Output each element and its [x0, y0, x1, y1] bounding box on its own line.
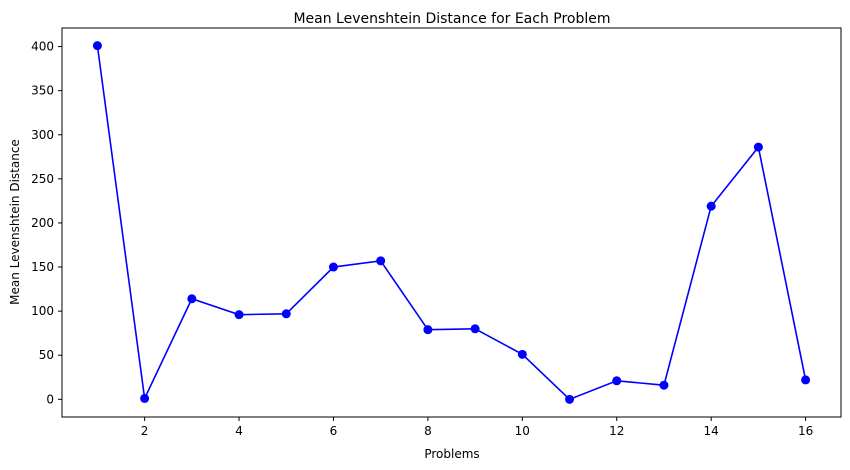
- data-point: [281, 309, 291, 319]
- data-point: [234, 310, 244, 320]
- y-axis: 0 50 100 150 200 250 300 350 400: [31, 40, 62, 406]
- data-point: [423, 325, 433, 335]
- x-axis-label: Problems: [424, 447, 479, 461]
- data-point: [565, 394, 575, 404]
- x-tick-label: 4: [235, 424, 243, 438]
- y-tick-label: 100: [31, 304, 54, 318]
- x-tick-label: 8: [424, 424, 432, 438]
- chart-title: Mean Levenshtein Distance for Each Probl…: [293, 11, 610, 27]
- y-tick-label: 250: [31, 172, 54, 186]
- series-line: [96, 45, 807, 402]
- data-point: [706, 201, 716, 211]
- data-point: [659, 380, 669, 390]
- x-axis: 2 4 6 8 10 12 14 16: [141, 417, 813, 438]
- y-tick-label: 50: [39, 348, 54, 362]
- data-point: [140, 393, 150, 403]
- data-point: [801, 375, 811, 385]
- x-tick-label: 14: [704, 424, 719, 438]
- x-tick-label: 6: [330, 424, 338, 438]
- x-tick-label: 16: [798, 424, 813, 438]
- y-tick-label: 350: [31, 84, 54, 98]
- y-tick-label: 150: [31, 260, 54, 274]
- data-point: [753, 142, 763, 152]
- y-axis-label: Mean Levenshtein Distance: [8, 139, 22, 305]
- plot-area: 2 4 6 8 10 12 14 16 0 50 100 150 200 250 300 350 400: [31, 27, 842, 438]
- x-tick-label: 2: [141, 424, 149, 438]
- y-tick-label: 400: [31, 40, 54, 54]
- y-tick-label: 0: [46, 392, 54, 406]
- x-tick-label: 12: [609, 424, 624, 438]
- data-point: [187, 294, 197, 304]
- plot-frame: [61, 27, 842, 418]
- data-point: [92, 41, 102, 51]
- data-point: [328, 262, 338, 272]
- y-tick-label: 300: [31, 128, 54, 142]
- data-point: [470, 324, 480, 334]
- y-tick-label: 200: [31, 216, 54, 230]
- data-point: [517, 349, 527, 359]
- series-group: [92, 41, 811, 404]
- data-point: [376, 256, 386, 266]
- x-tick-label: 10: [515, 424, 530, 438]
- data-point: [612, 376, 622, 386]
